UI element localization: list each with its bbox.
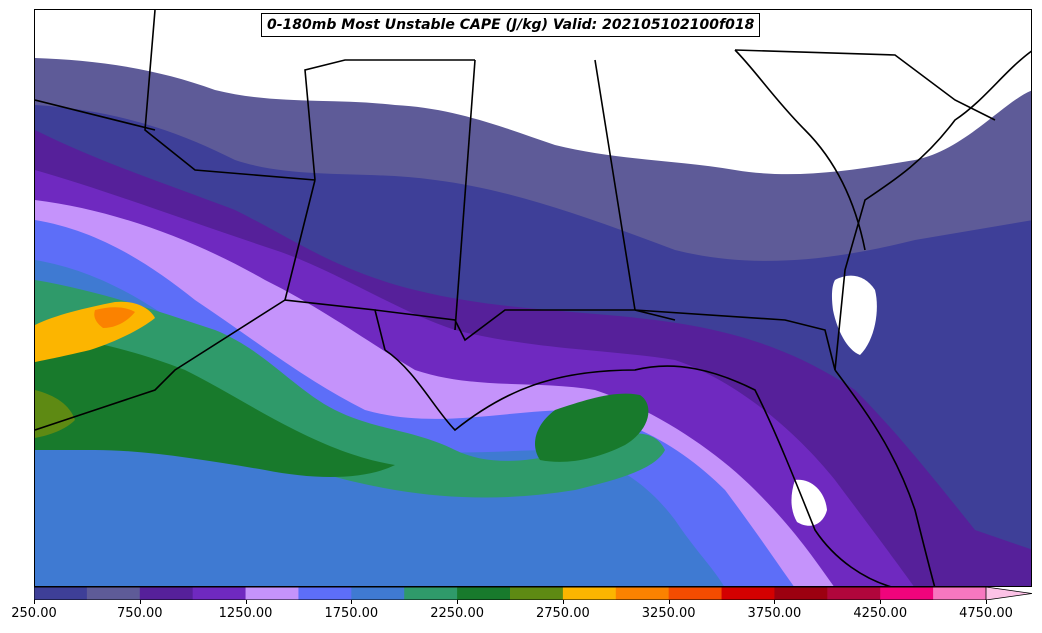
colorbar-tick-label: 2250.00 [430,606,484,621]
map-title: 0-180mb Most Unstable CAPE (J/kg) Valid:… [261,13,761,37]
cape-contour-fills [35,10,1031,586]
coastline-florida-east [834,369,936,586]
colorbar-swatch [562,587,617,600]
colorbar-tick-mark [880,600,882,604]
no-cape-northwest [35,10,155,40]
colorbar-swatch [615,587,670,600]
colorbar-tick-label: 1750.00 [324,606,379,621]
colorbar-extend-arrow [985,587,1032,600]
cape-region-darkgreen [35,330,395,477]
cape-region-orange [94,307,135,328]
state-border-louisiana-west [284,179,386,351]
map-panel[interactable] [34,9,1032,587]
colorbar-swatch [192,587,247,600]
colorbar-tick-label: 4750.00 [959,606,1013,621]
no-cape-peninsula [791,479,827,526]
no-cape-north [155,10,1031,160]
colorbar-tick-label: 2750.00 [535,606,590,621]
state-border-gulf-states [374,309,676,342]
state-borders [35,10,1031,586]
colorbar-tick-mark [457,600,459,604]
colorbar-tick-label: 4250.00 [853,606,908,621]
colorbar-tick-label: 3750.00 [747,606,802,621]
coastline-gulf [384,349,892,586]
colorbar-swatch [245,587,299,600]
colorbar-tick-mark [668,600,670,604]
colorbar [34,587,1032,600]
colorbar-swatch [827,587,881,600]
colorbar-swatch [774,587,828,600]
colorbar-swatch [721,587,775,600]
cape-map [35,10,1031,586]
colorbar-swatch [933,587,987,600]
colorbar-swatch [668,587,723,600]
cape-region-green [35,280,665,498]
colorbar-swatch [298,587,352,600]
colorbar-tick-mark [139,600,141,604]
state-border-carolinas [734,49,996,121]
state-border-alabama-georgia [594,59,636,311]
cape-region-darkgreen-gulf [535,393,649,462]
colorbar-tick-mark [245,600,247,604]
state-border-georgia-sc [734,49,866,251]
colorbar-tick-mark [562,600,564,604]
colorbar-tick-mark [774,600,776,604]
colorbar-swatch [457,587,511,600]
state-border-florida [634,309,836,371]
colorbar-tick-label: 250.00 [11,606,57,621]
colorbar-tick-mark [986,600,987,604]
state-border-arkansas [304,59,475,181]
coastline-atlantic [834,50,1031,371]
colorbar-swatch [34,587,88,600]
colorbar-swatch [880,587,934,600]
state-border-west [35,99,156,131]
cape-region-steelblue [35,260,724,586]
colorbar-swatch [510,587,564,600]
colorbar-tick-mark [34,600,35,604]
colorbar-swatch [404,587,458,600]
colorbar-tick-label: 750.00 [117,606,163,621]
state-border-mississippi [454,59,476,331]
colorbar-swatch [139,587,194,600]
colorbar-tick-mark [351,600,353,604]
colorbar-swatch [351,587,405,600]
coastline-texas [35,299,286,431]
state-border-texas-oklahoma [144,10,316,181]
colorbar-tick-label: 1250.00 [218,606,273,621]
colorbar-swatch [86,587,141,600]
colorbar-tick-label: 3250.00 [641,606,696,621]
